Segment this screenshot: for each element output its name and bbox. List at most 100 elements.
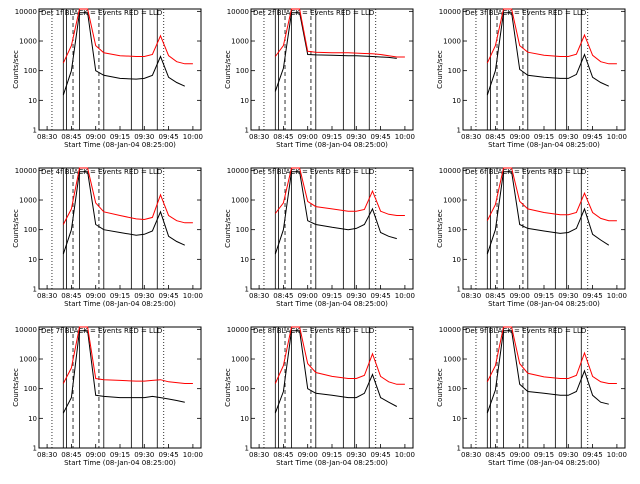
y-tick-label: 10000 [227, 167, 249, 175]
panel-det-4: Det 4f BLACK = Events RED = LLD 1 10 100 100… [12, 167, 203, 308]
x-tick-label: 09:15 [534, 451, 554, 459]
y-tick-label: 1 [33, 445, 37, 453]
y-tick-label: 1 [245, 445, 249, 453]
y-tick-label: 1000 [19, 356, 37, 364]
x-tick-label: 08:45 [485, 451, 505, 459]
y-tick-label: 10000 [227, 8, 249, 16]
x-tick-label: 09:30 [134, 451, 154, 459]
x-axis-label: Start Time (08-Jan-04 08:25:00) [488, 141, 600, 149]
x-tick-label: 09:00 [510, 451, 530, 459]
y-tick-label: 1000 [231, 38, 249, 46]
x-tick-label: 09:15 [322, 292, 342, 300]
y-tick-label: 10000 [439, 326, 461, 334]
series-line-events [274, 12, 397, 92]
x-tick-label: 09:30 [134, 292, 154, 300]
series-line-events [274, 330, 398, 414]
x-tick-label: 09:15 [534, 133, 554, 141]
x-tick-label: 09:45 [371, 292, 391, 300]
x-axis-label: Start Time (08-Jan-04 08:25:00) [276, 141, 388, 149]
series-line-events [486, 330, 609, 414]
x-tick-label: 08:45 [485, 133, 505, 141]
x-tick-label: 08:45 [61, 451, 81, 459]
y-tick-label: 1000 [231, 197, 249, 205]
x-tick-label: 09:00 [510, 292, 530, 300]
panel-title: Det 2f BLACK = Events RED = LLD [253, 9, 374, 17]
y-tick-label: 10000 [15, 167, 37, 175]
series-line-events [62, 330, 185, 414]
x-tick-label: 08:30 [37, 292, 57, 300]
y-tick-label: 1 [457, 127, 461, 135]
y-tick-label: 10000 [15, 326, 37, 334]
y-tick-label: 100 [24, 67, 37, 75]
y-tick-label: 10 [452, 415, 461, 423]
x-tick-label: 08:45 [485, 292, 505, 300]
y-tick-label: 100 [448, 385, 461, 393]
y-tick-label: 1000 [443, 38, 461, 46]
panel-det-2: Det 2f BLACK = Events RED = LLD 1 10 100 100… [224, 8, 415, 149]
x-tick-label: 09:45 [159, 451, 179, 459]
x-tick-label: 10:00 [395, 133, 415, 141]
y-tick-label: 10000 [15, 8, 37, 16]
x-tick-label: 08:30 [249, 451, 269, 459]
x-tick-label: 09:30 [558, 292, 578, 300]
y-axis-label: Counts/sec [224, 50, 232, 89]
x-tick-label: 09:15 [110, 292, 130, 300]
x-tick-label: 09:45 [371, 133, 391, 141]
y-tick-label: 100 [24, 226, 37, 234]
y-tick-label: 1 [245, 286, 249, 294]
series-line-lld [486, 167, 617, 222]
x-axis-label: Start Time (08-Jan-04 08:25:00) [276, 300, 388, 308]
panel-det-8: Det 8f BLACK = Events RED = LLD 1 10 100 100… [224, 326, 415, 467]
panel-det-9: Det 9f BLACK = Events RED = LLD 1 10 100 100… [436, 326, 627, 467]
panel-det-6: Det 6f BLACK = Events RED = LLD 1 10 100 100… [436, 167, 627, 308]
x-tick-label: 08:30 [249, 292, 269, 300]
x-tick-label: 08:45 [61, 133, 81, 141]
y-axis-label: Counts/sec [12, 50, 20, 89]
x-tick-label: 09:45 [583, 451, 603, 459]
x-tick-label: 09:00 [510, 133, 530, 141]
x-tick-label: 09:15 [534, 292, 554, 300]
x-tick-label: 09:00 [86, 451, 106, 459]
y-tick-label: 1000 [443, 356, 461, 364]
y-tick-label: 10000 [439, 8, 461, 16]
x-axis-label: Start Time (08-Jan-04 08:25:00) [64, 300, 176, 308]
y-tick-label: 1000 [19, 38, 37, 46]
series-line-lld [274, 326, 405, 385]
x-tick-label: 09:00 [86, 133, 106, 141]
x-tick-label: 10:00 [607, 292, 627, 300]
x-tick-label: 09:15 [110, 451, 130, 459]
x-tick-label: 08:30 [249, 133, 269, 141]
x-axis-label: Start Time (08-Jan-04 08:25:00) [488, 300, 600, 308]
series-line-lld [62, 326, 193, 384]
y-axis-label: Counts/sec [436, 209, 444, 248]
series-line-events [62, 171, 186, 255]
x-axis-label: Start Time (08-Jan-04 08:25:00) [64, 459, 176, 467]
x-tick-label: 09:00 [86, 292, 106, 300]
y-tick-label: 100 [236, 226, 249, 234]
x-tick-label: 08:45 [273, 133, 293, 141]
series-line-events [62, 12, 186, 96]
x-tick-label: 10:00 [395, 292, 415, 300]
x-tick-label: 09:30 [346, 292, 366, 300]
x-tick-label: 09:45 [583, 133, 603, 141]
y-axis-label: Counts/sec [12, 368, 20, 407]
y-tick-label: 10 [452, 97, 461, 105]
x-tick-label: 09:00 [298, 133, 318, 141]
panel-det-3: Det 3f BLACK = Events RED = LLD 1 10 100 100… [436, 8, 627, 149]
series-line-lld [62, 167, 193, 225]
x-tick-label: 08:30 [461, 133, 481, 141]
y-tick-label: 10 [28, 415, 37, 423]
x-tick-label: 09:30 [346, 451, 366, 459]
x-tick-label: 10:00 [607, 133, 627, 141]
panel-title: Det 4f BLACK = Events RED = LLD [41, 168, 162, 176]
panel-title: Det 3f BLACK = Events RED = LLD [465, 9, 586, 17]
y-tick-label: 100 [448, 226, 461, 234]
series-line-events [486, 171, 610, 255]
x-axis-label: Start Time (08-Jan-04 08:25:00) [488, 459, 600, 467]
series-line-lld [62, 8, 193, 65]
x-tick-label: 09:30 [134, 133, 154, 141]
y-tick-label: 1000 [443, 197, 461, 205]
y-axis-label: Counts/sec [224, 209, 232, 248]
x-tick-label: 08:30 [37, 451, 57, 459]
